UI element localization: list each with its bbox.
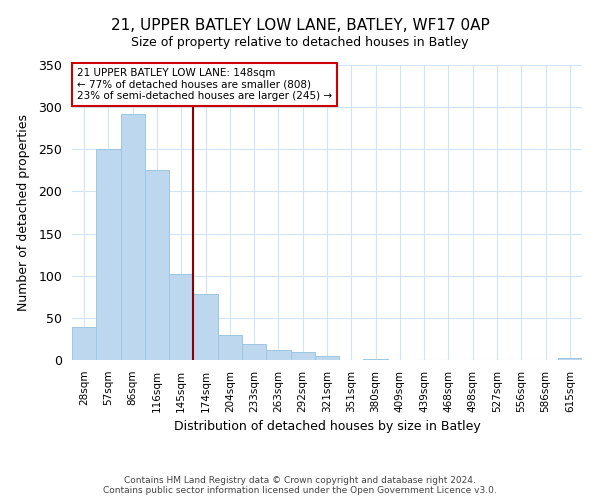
Bar [218, 334, 242, 360]
Text: 21 UPPER BATLEY LOW LANE: 148sqm
← 77% of detached houses are smaller (808)
23% : 21 UPPER BATLEY LOW LANE: 148sqm ← 77% o… [77, 68, 332, 101]
Bar [266, 350, 290, 360]
Bar [145, 170, 169, 360]
Bar [169, 274, 193, 360]
Bar [364, 359, 388, 360]
Bar [96, 150, 121, 360]
Bar [558, 358, 582, 360]
X-axis label: Distribution of detached houses by size in Batley: Distribution of detached houses by size … [173, 420, 481, 433]
Bar [193, 294, 218, 360]
Text: 21, UPPER BATLEY LOW LANE, BATLEY, WF17 0AP: 21, UPPER BATLEY LOW LANE, BATLEY, WF17 … [110, 18, 490, 32]
Bar [290, 352, 315, 360]
Bar [121, 114, 145, 360]
Text: Size of property relative to detached houses in Batley: Size of property relative to detached ho… [131, 36, 469, 49]
Bar [72, 327, 96, 360]
Y-axis label: Number of detached properties: Number of detached properties [17, 114, 30, 311]
Text: Contains HM Land Registry data © Crown copyright and database right 2024.: Contains HM Land Registry data © Crown c… [124, 476, 476, 485]
Text: Contains public sector information licensed under the Open Government Licence v3: Contains public sector information licen… [103, 486, 497, 495]
Bar [315, 356, 339, 360]
Bar [242, 344, 266, 360]
